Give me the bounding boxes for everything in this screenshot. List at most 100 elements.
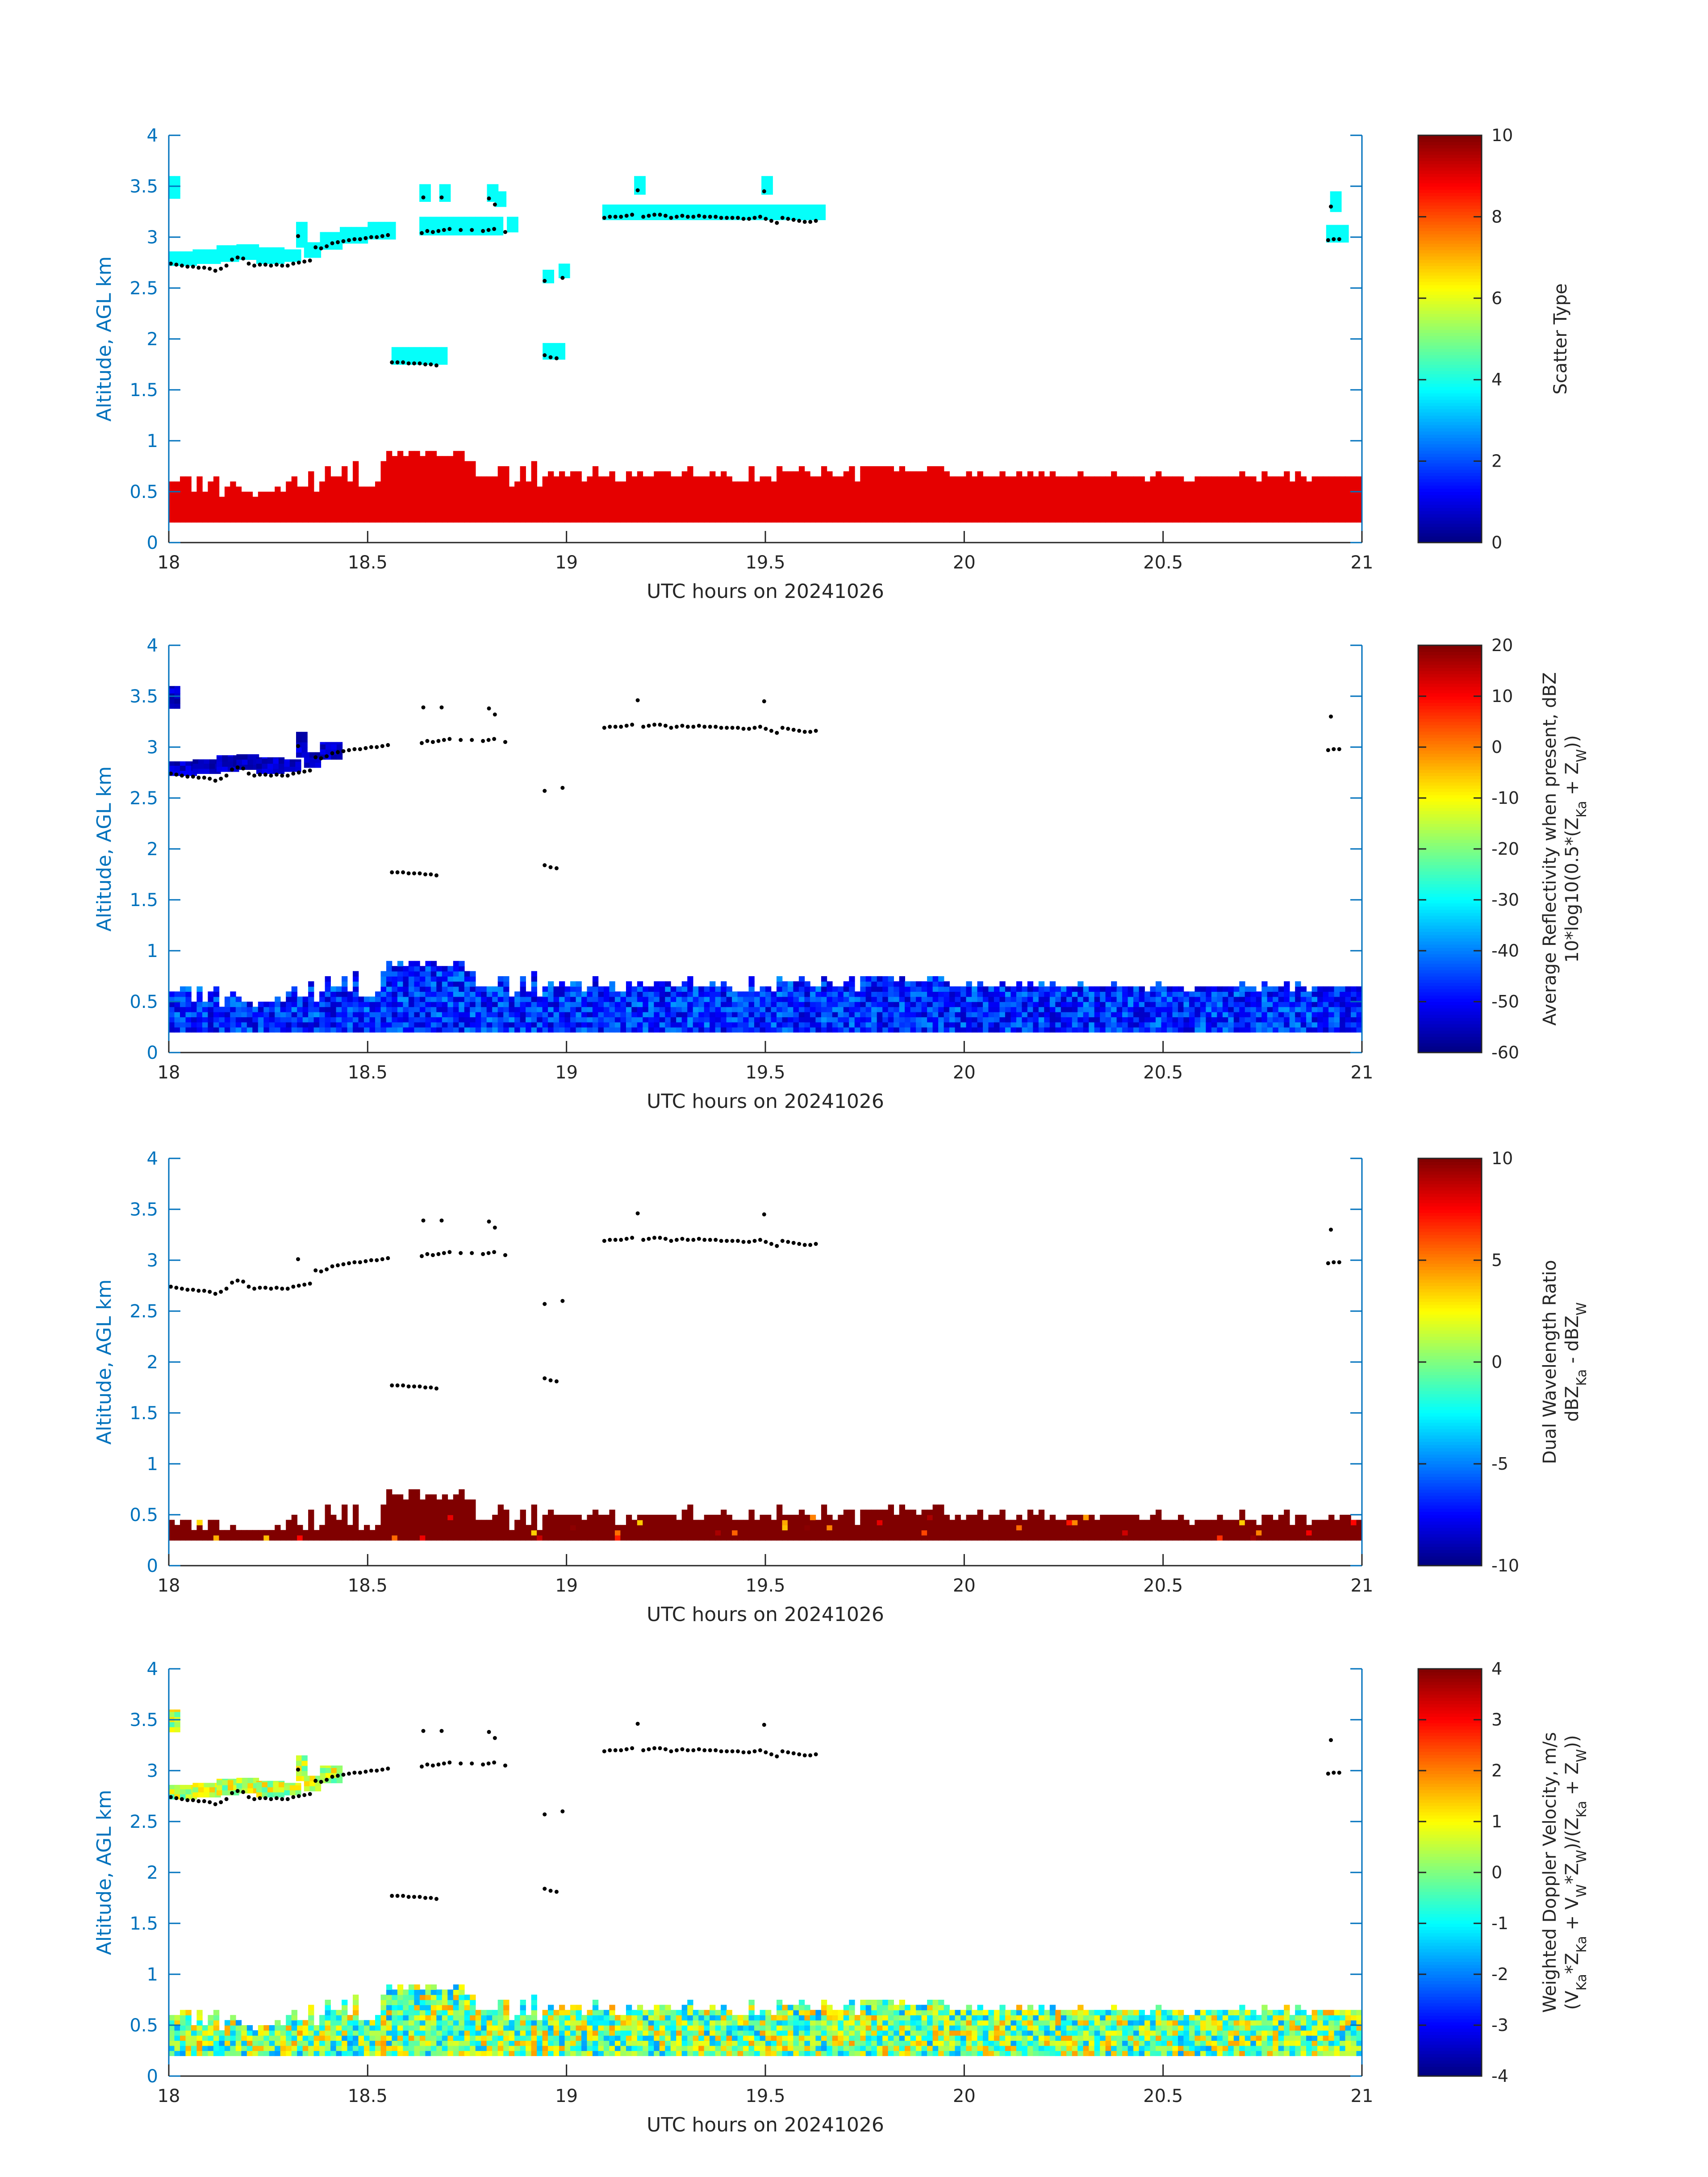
data-cell — [1317, 1011, 1324, 1017]
data-cell — [1233, 1007, 1240, 1012]
data-cell — [1278, 996, 1284, 1002]
data-cell — [1217, 512, 1223, 518]
data-cell — [246, 1022, 253, 1028]
data-cell — [871, 501, 877, 507]
data-cell — [302, 501, 309, 507]
data-cell — [369, 1022, 376, 1028]
data-cell — [1027, 492, 1034, 497]
data-cell — [419, 471, 426, 477]
data-cell — [185, 481, 192, 487]
colorbar-step — [1418, 422, 1482, 426]
data-cell — [213, 986, 220, 992]
data-cell — [442, 1011, 448, 1017]
data-cell — [1167, 1027, 1173, 1033]
data-cell — [497, 517, 504, 523]
cloud-base-dot — [196, 265, 201, 270]
data-cell — [994, 1022, 1000, 1028]
data-cell — [626, 476, 632, 482]
data-cell — [1217, 996, 1223, 1002]
data-cell — [1206, 486, 1212, 492]
data-cell — [531, 501, 537, 507]
colorbar-step — [1418, 332, 1482, 336]
data-cell — [185, 765, 192, 771]
data-cell — [810, 1022, 816, 1028]
cloud-base-dot — [202, 265, 206, 270]
data-cell — [262, 758, 268, 764]
data-cell — [1049, 986, 1056, 992]
data-cell — [659, 991, 666, 997]
data-cell — [464, 217, 470, 220]
data-cell — [1278, 492, 1284, 497]
data-cell — [1033, 497, 1039, 502]
data-cell — [1094, 1007, 1100, 1012]
data-cell — [459, 971, 465, 977]
data-cell — [743, 1007, 749, 1012]
data-cell — [408, 1017, 415, 1023]
data-cell — [865, 986, 872, 992]
data-cell — [1228, 486, 1234, 492]
data-cell — [1351, 497, 1357, 502]
data-cell — [520, 492, 526, 497]
data-cell — [330, 986, 337, 992]
data-cell — [1072, 476, 1078, 482]
cloud-base-dot — [224, 773, 229, 778]
cloud-base-dot — [423, 362, 427, 367]
data-cell — [185, 761, 192, 766]
data-cell — [1233, 481, 1240, 487]
data-cell — [1328, 996, 1335, 1002]
data-cell — [1116, 1007, 1123, 1012]
data-cell — [224, 1011, 231, 1017]
data-cell — [787, 507, 794, 513]
data-cell — [821, 996, 827, 1002]
data-cell — [436, 1007, 443, 1012]
data-cell — [216, 245, 223, 247]
data-cell — [362, 228, 368, 234]
data-cell — [380, 507, 387, 513]
data-cell — [481, 512, 487, 518]
data-cell — [174, 188, 180, 194]
data-cell — [1172, 991, 1178, 997]
data-cell — [821, 481, 827, 487]
colorbar-step — [1418, 151, 1482, 155]
data-cell — [587, 1007, 593, 1012]
data-cell — [392, 476, 398, 482]
data-cell — [542, 476, 548, 482]
data-cell — [196, 486, 203, 492]
data-cell — [1261, 1027, 1268, 1033]
data-cell — [425, 184, 431, 187]
data-cell — [286, 481, 292, 487]
data-cell — [325, 744, 332, 750]
data-cell — [648, 986, 655, 992]
data-cell — [1228, 1022, 1234, 1028]
data-cell — [1044, 1002, 1050, 1007]
data-cell — [242, 249, 248, 255]
data-cell — [609, 1002, 615, 1007]
data-cell — [798, 486, 805, 492]
data-cell — [262, 258, 268, 264]
data-cell — [284, 251, 290, 257]
colorbar-step — [1418, 297, 1482, 301]
data-cell — [520, 471, 526, 477]
data-cell — [654, 497, 660, 502]
data-cell — [436, 1022, 443, 1028]
data-cell — [558, 263, 565, 268]
data-cell — [252, 501, 259, 507]
data-cell — [576, 996, 582, 1002]
data-cell — [808, 209, 815, 215]
data-cell — [999, 1011, 1006, 1017]
data-cell — [280, 497, 286, 502]
data-cell — [927, 517, 933, 523]
data-cell — [174, 193, 180, 199]
data-cell — [492, 991, 498, 997]
data-cell — [761, 184, 768, 190]
data-cell — [336, 1011, 342, 1017]
data-cell — [787, 986, 794, 992]
data-cell — [576, 1007, 582, 1012]
data-cell — [793, 471, 799, 477]
data-cell — [1261, 512, 1268, 518]
data-cell — [1027, 486, 1034, 492]
data-cell — [1222, 492, 1229, 497]
cloud-base-dot — [174, 263, 179, 267]
data-cell — [631, 476, 638, 482]
data-cell — [1172, 1007, 1178, 1012]
